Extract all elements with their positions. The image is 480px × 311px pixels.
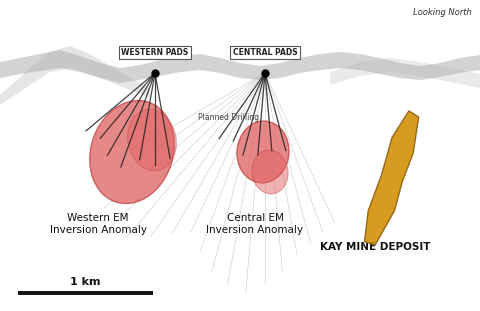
Text: 1 km: 1 km	[70, 277, 101, 287]
Text: Central EM
Inversion Anomaly: Central EM Inversion Anomaly	[206, 213, 303, 234]
Text: Western EM
Inversion Anomaly: Western EM Inversion Anomaly	[49, 213, 146, 234]
Polygon shape	[330, 58, 480, 88]
Polygon shape	[364, 111, 419, 245]
Ellipse shape	[128, 109, 176, 171]
Polygon shape	[0, 46, 150, 105]
Text: Looking North: Looking North	[413, 8, 472, 17]
Ellipse shape	[237, 121, 289, 183]
Text: KAY MINE DEPOSIT: KAY MINE DEPOSIT	[320, 242, 430, 252]
Ellipse shape	[90, 100, 174, 203]
Polygon shape	[0, 50, 480, 83]
Text: CENTRAL PADS: CENTRAL PADS	[233, 48, 297, 57]
Ellipse shape	[252, 150, 288, 194]
Text: Planned Drilling: Planned Drilling	[198, 114, 259, 123]
Text: WESTERN PADS: WESTERN PADS	[121, 48, 189, 57]
